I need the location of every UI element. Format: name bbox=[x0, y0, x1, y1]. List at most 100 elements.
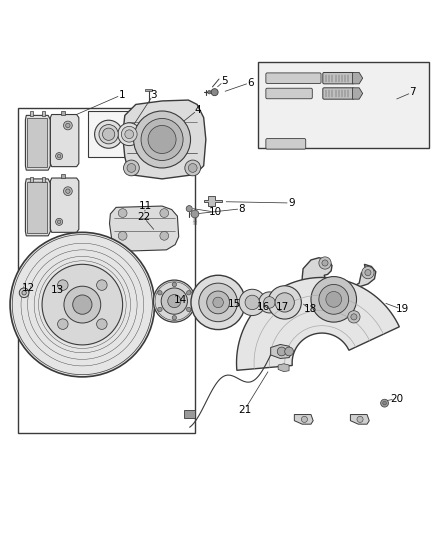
Circle shape bbox=[185, 160, 201, 176]
Circle shape bbox=[319, 257, 331, 269]
Circle shape bbox=[118, 231, 127, 240]
Circle shape bbox=[245, 295, 259, 310]
Circle shape bbox=[285, 347, 293, 356]
Text: 18: 18 bbox=[304, 304, 317, 314]
Text: 6: 6 bbox=[247, 77, 254, 87]
Circle shape bbox=[172, 282, 177, 287]
Circle shape bbox=[153, 280, 195, 322]
Text: 11: 11 bbox=[139, 201, 152, 211]
Polygon shape bbox=[25, 179, 50, 236]
Circle shape bbox=[118, 123, 141, 146]
Polygon shape bbox=[110, 206, 179, 251]
Circle shape bbox=[118, 209, 127, 217]
Circle shape bbox=[161, 288, 187, 314]
Text: 12: 12 bbox=[22, 282, 35, 293]
Circle shape bbox=[148, 125, 176, 154]
Circle shape bbox=[160, 209, 169, 217]
Circle shape bbox=[19, 288, 29, 297]
Polygon shape bbox=[50, 115, 79, 167]
Circle shape bbox=[207, 291, 230, 314]
Circle shape bbox=[362, 266, 374, 279]
Circle shape bbox=[277, 347, 286, 356]
Circle shape bbox=[259, 292, 280, 313]
Circle shape bbox=[213, 297, 223, 308]
Circle shape bbox=[57, 280, 68, 290]
Circle shape bbox=[97, 280, 107, 290]
Polygon shape bbox=[353, 88, 363, 99]
Polygon shape bbox=[278, 364, 289, 372]
Circle shape bbox=[191, 275, 245, 329]
Text: 15: 15 bbox=[228, 298, 241, 309]
Polygon shape bbox=[353, 72, 363, 84]
Polygon shape bbox=[50, 178, 79, 232]
Circle shape bbox=[239, 289, 265, 316]
Polygon shape bbox=[123, 100, 206, 179]
Circle shape bbox=[158, 307, 162, 312]
Circle shape bbox=[199, 283, 237, 322]
Text: 22: 22 bbox=[137, 213, 150, 222]
Circle shape bbox=[144, 125, 163, 144]
Text: 1: 1 bbox=[118, 90, 125, 100]
Circle shape bbox=[188, 164, 197, 172]
Circle shape bbox=[186, 206, 192, 212]
Circle shape bbox=[301, 416, 307, 423]
Text: 14: 14 bbox=[174, 295, 187, 305]
Circle shape bbox=[125, 130, 134, 139]
Polygon shape bbox=[30, 111, 33, 116]
Text: 5: 5 bbox=[221, 76, 228, 86]
Circle shape bbox=[66, 189, 70, 193]
Bar bbox=[88, 111, 184, 157]
FancyBboxPatch shape bbox=[266, 88, 312, 99]
Circle shape bbox=[64, 187, 72, 196]
Text: 20: 20 bbox=[390, 394, 403, 404]
FancyBboxPatch shape bbox=[323, 88, 354, 99]
Circle shape bbox=[264, 297, 275, 308]
Circle shape bbox=[64, 286, 101, 323]
Circle shape bbox=[268, 286, 301, 319]
Circle shape bbox=[64, 121, 72, 130]
Polygon shape bbox=[184, 410, 195, 418]
Polygon shape bbox=[350, 415, 369, 424]
Polygon shape bbox=[42, 177, 45, 182]
Circle shape bbox=[95, 120, 123, 148]
Circle shape bbox=[97, 319, 107, 329]
Circle shape bbox=[351, 314, 357, 320]
Polygon shape bbox=[302, 258, 376, 324]
Text: 19: 19 bbox=[396, 304, 409, 314]
Circle shape bbox=[208, 91, 211, 94]
Text: 9: 9 bbox=[288, 198, 295, 208]
Circle shape bbox=[57, 319, 68, 329]
Polygon shape bbox=[27, 118, 47, 167]
Circle shape bbox=[357, 416, 363, 423]
Circle shape bbox=[42, 264, 123, 345]
Polygon shape bbox=[61, 110, 65, 115]
Circle shape bbox=[99, 125, 118, 144]
Circle shape bbox=[187, 290, 191, 295]
Text: 21: 21 bbox=[238, 405, 251, 415]
Circle shape bbox=[172, 316, 177, 320]
Polygon shape bbox=[204, 197, 222, 206]
Circle shape bbox=[57, 155, 61, 158]
Circle shape bbox=[22, 290, 26, 295]
Circle shape bbox=[57, 220, 61, 223]
Circle shape bbox=[275, 293, 294, 312]
Text: 3: 3 bbox=[150, 90, 157, 100]
Circle shape bbox=[56, 152, 63, 159]
Text: 17: 17 bbox=[276, 302, 289, 312]
Circle shape bbox=[140, 121, 166, 147]
Polygon shape bbox=[237, 278, 399, 370]
Polygon shape bbox=[258, 61, 429, 148]
Text: 13: 13 bbox=[50, 285, 64, 295]
Circle shape bbox=[365, 270, 371, 276]
Circle shape bbox=[383, 401, 386, 405]
Circle shape bbox=[56, 219, 63, 225]
Polygon shape bbox=[25, 115, 50, 170]
Circle shape bbox=[158, 290, 162, 295]
FancyBboxPatch shape bbox=[323, 72, 354, 84]
Circle shape bbox=[102, 128, 115, 140]
Polygon shape bbox=[42, 111, 45, 116]
Circle shape bbox=[191, 210, 199, 218]
Circle shape bbox=[73, 295, 92, 314]
Circle shape bbox=[311, 277, 357, 322]
Circle shape bbox=[319, 285, 349, 314]
